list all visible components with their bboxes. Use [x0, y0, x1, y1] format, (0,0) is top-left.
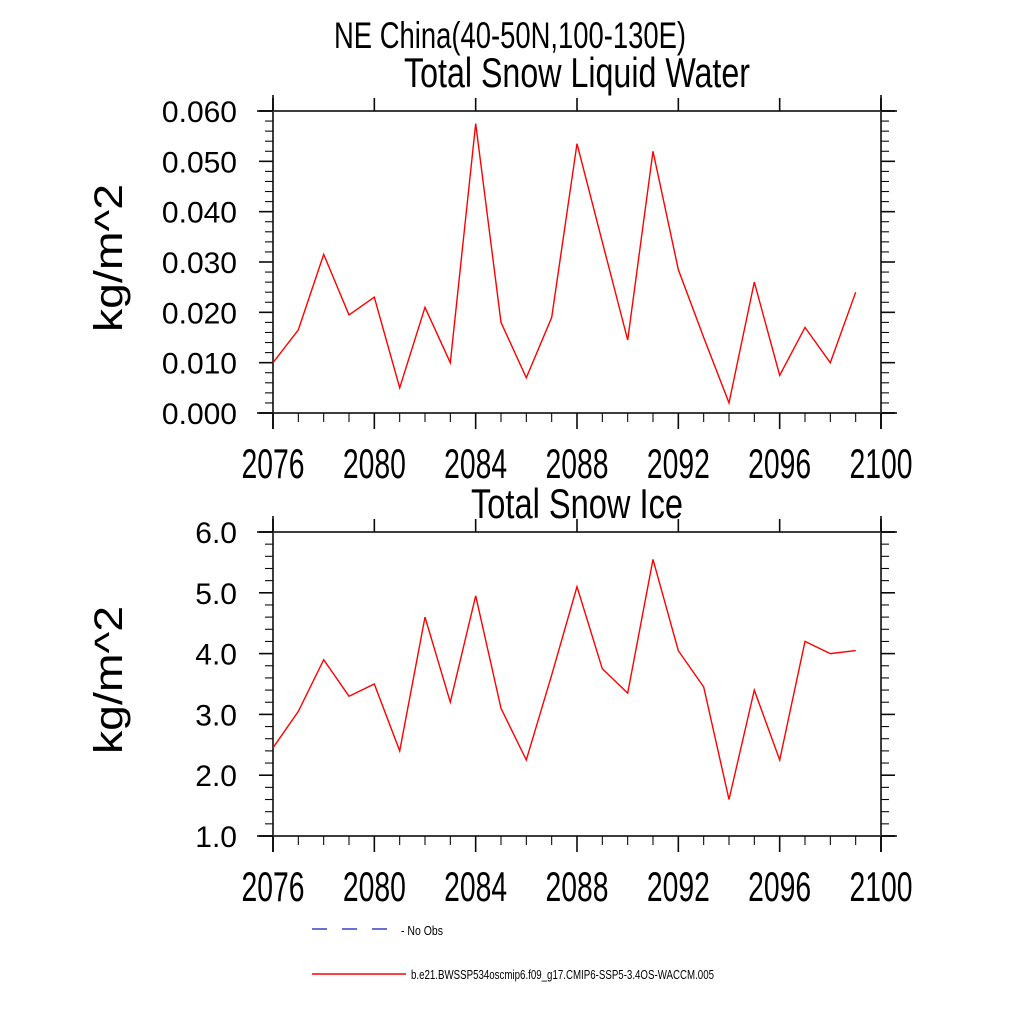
x-tick-label: 2100: [850, 440, 913, 487]
y-tick-label: 1.0: [195, 821, 237, 854]
data-line: [272, 559, 856, 800]
y-tick-label: 0.040: [162, 197, 237, 230]
y-axis-label-top: kg/m^2: [87, 184, 131, 332]
x-tick-label: 2084: [444, 440, 507, 487]
legend-model-label: b.e21.BWSSP534oscmip6.f09_g17.CMIP6-SSP5…: [411, 967, 714, 982]
y-tick-label: 5.0: [195, 578, 237, 611]
plot-area-snow-ice: 1.0 2.0 3.0 4.0 5.0 6.0 2076 2080 2084 2088 2092 20…: [195, 516, 913, 910]
x-tick-label: 2096: [748, 863, 811, 910]
y-tick-label: 0.000: [162, 398, 237, 431]
y-tick-label: 6.0: [195, 517, 237, 550]
x-tick-label: 2084: [444, 863, 507, 910]
legend-no-obs-label: - No Obs: [401, 923, 443, 938]
x-tick-label: 2092: [647, 440, 710, 487]
data-line: [272, 123, 857, 406]
x-tick-label: 2088: [546, 440, 609, 487]
x-tick-label: 2092: [647, 863, 710, 910]
y-tick-label: 0.030: [162, 247, 237, 280]
y-tick-label: 4.0: [195, 639, 237, 672]
x-tick-label: 2088: [546, 863, 609, 910]
plot-area-liquid-water: 0.000 0.010 0.020 0.030 0.040 0.050 0.060 2076 2…: [162, 95, 913, 487]
figure-suptitle: NE China(40-50N,100-130E): [334, 15, 686, 56]
y-tick-label: 0.060: [162, 96, 237, 129]
y-tick-label: 3.0: [195, 699, 237, 732]
y-tick-label: 0.020: [162, 297, 237, 330]
x-tick-label: 2076: [242, 440, 305, 487]
x-tick-label: 2080: [343, 440, 406, 487]
y-tick-label: 0.010: [162, 348, 237, 381]
x-tick-label: 2100: [850, 863, 913, 910]
y-axis-label-bottom: kg/m^2: [87, 606, 131, 754]
chart-title-liquid-water: Total Snow Liquid Water: [404, 49, 750, 96]
x-tick-label: 2076: [242, 863, 305, 910]
y-tick-label: 0.050: [162, 146, 237, 179]
x-tick-label: 2080: [343, 863, 406, 910]
x-tick-label: 2096: [748, 440, 811, 487]
legend: - No Obs b.e21.BWSSP534oscmip6.f09_g17.C…: [312, 923, 714, 982]
y-tick-label: 2.0: [195, 760, 237, 793]
